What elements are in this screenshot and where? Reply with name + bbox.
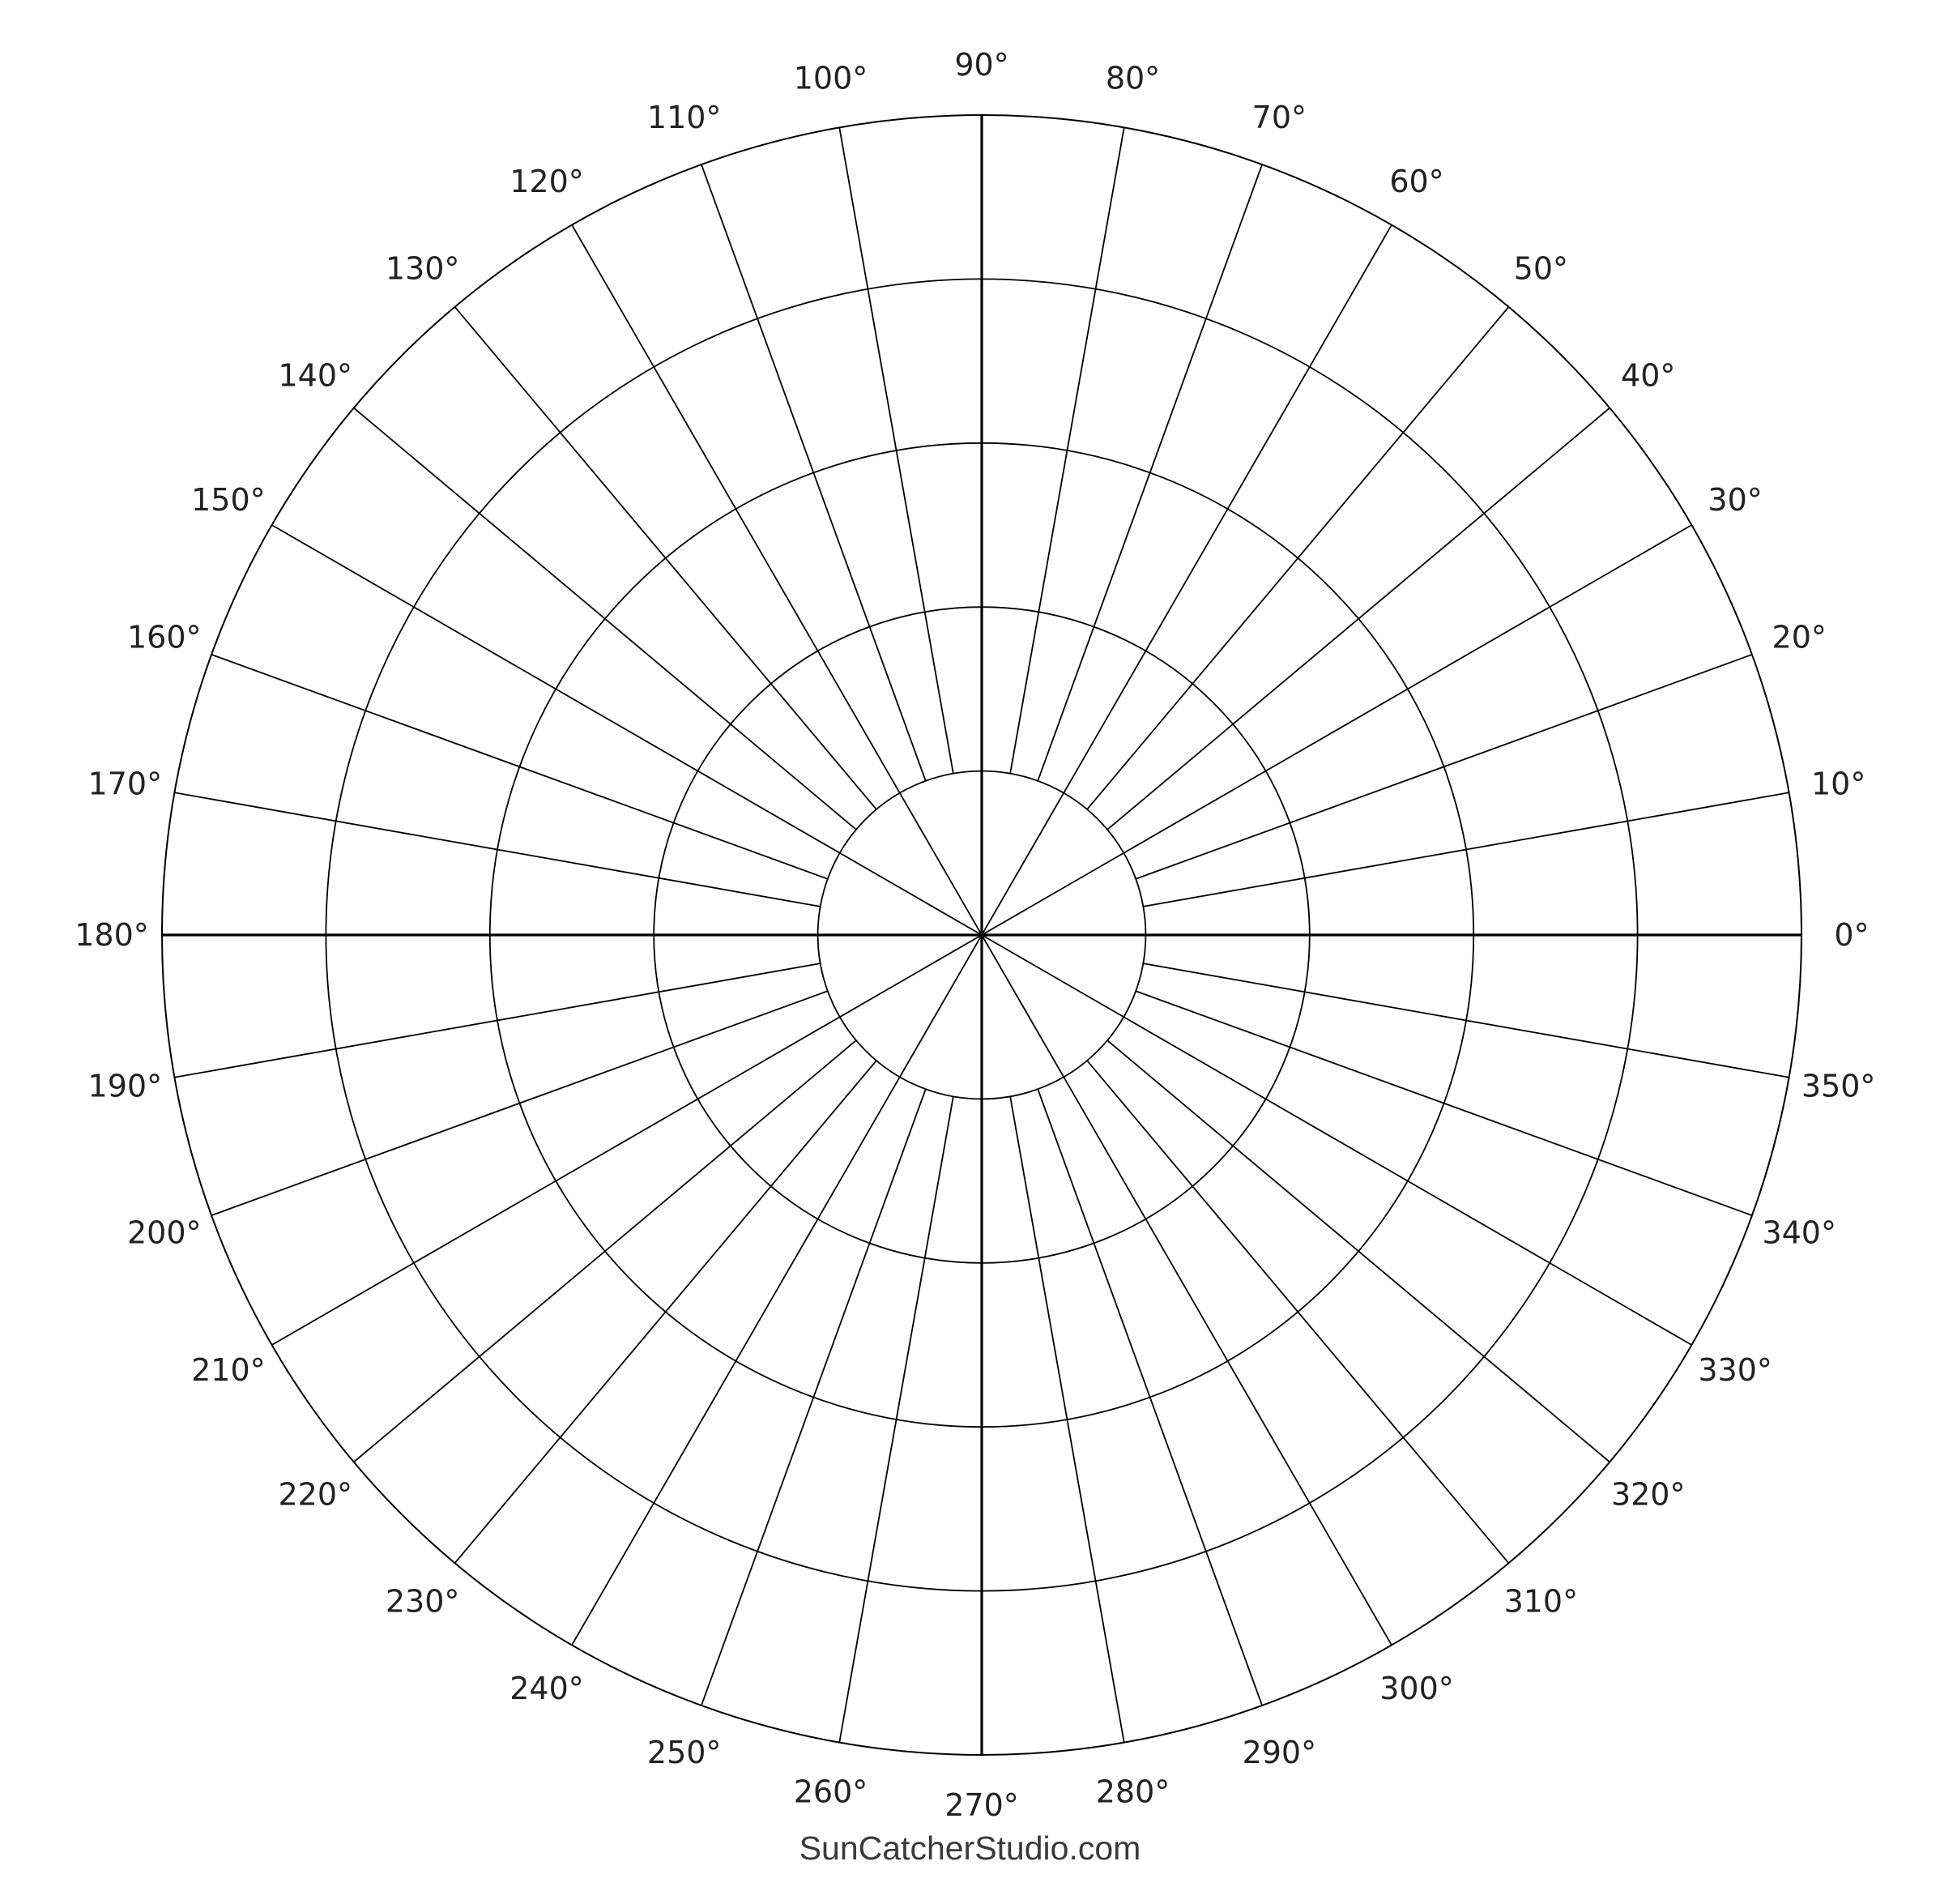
spoke-240 [571, 934, 983, 1646]
angle-label-110: 110° [647, 100, 722, 135]
angle-label-70: 70° [1252, 100, 1307, 135]
spoke-50 [1086, 306, 1510, 810]
angle-label-270: 270° [944, 1787, 1019, 1823]
spoke-10 [1143, 792, 1789, 907]
angle-label-140: 140° [279, 358, 353, 394]
spoke-320 [1106, 1040, 1610, 1463]
angle-label-80: 80° [1106, 60, 1160, 96]
angle-label-230: 230° [386, 1584, 460, 1620]
spoke-210 [271, 934, 983, 1346]
spoke-30 [981, 524, 1692, 936]
spoke-160 [211, 654, 829, 880]
angle-label-160: 160° [127, 620, 202, 655]
spoke-300 [981, 934, 1392, 1646]
angle-label-20: 20° [1772, 620, 1827, 655]
angle-label-340: 340° [1762, 1215, 1836, 1250]
angle-label-220: 220° [279, 1476, 353, 1512]
spoke-340 [1135, 990, 1753, 1216]
angle-label-250: 250° [647, 1735, 722, 1770]
spoke-200 [211, 990, 829, 1216]
angle-label-320: 320° [1611, 1476, 1686, 1512]
spoke-130 [454, 306, 877, 810]
spoke-100 [838, 127, 954, 774]
angle-label-350: 350° [1801, 1069, 1876, 1104]
spoke-140 [353, 407, 857, 830]
radial-spokes [162, 115, 1801, 1755]
angle-labels: 0° 10° 20° 30° 40° 50° 60° 70° 80° 90° 100° 110° 120… [75, 47, 1875, 1823]
angle-label-90: 90° [954, 47, 1008, 83]
angle-label-200: 200° [127, 1215, 202, 1250]
angle-label-290: 290° [1243, 1735, 1317, 1770]
spoke-40 [1106, 407, 1610, 830]
spoke-310 [1086, 1060, 1510, 1564]
angle-label-50: 50° [1514, 250, 1568, 286]
spoke-220 [353, 1040, 857, 1463]
spoke-190 [174, 963, 821, 1078]
angle-label-30: 30° [1708, 482, 1762, 518]
angle-label-0: 0° [1834, 917, 1869, 953]
angle-label-150: 150° [191, 482, 266, 518]
spoke-110 [701, 164, 927, 782]
angle-label-40: 40° [1621, 358, 1675, 394]
spoke-120 [571, 224, 983, 936]
spoke-230 [454, 1060, 877, 1564]
spoke-280 [1009, 1096, 1125, 1743]
spoke-80 [1009, 127, 1125, 774]
spoke-150 [271, 524, 983, 936]
angle-label-130: 130° [386, 250, 460, 286]
angle-label-310: 310° [1504, 1584, 1579, 1620]
spoke-260 [838, 1096, 954, 1743]
angle-label-60: 60° [1389, 164, 1443, 199]
spoke-70 [1037, 164, 1263, 782]
spoke-60 [981, 224, 1392, 936]
spoke-250 [701, 1088, 927, 1706]
angle-label-170: 170° [88, 766, 163, 802]
angle-label-10: 10° [1811, 766, 1865, 802]
angle-label-100: 100° [794, 60, 868, 96]
angle-label-330: 330° [1698, 1352, 1772, 1388]
angle-label-260: 260° [794, 1774, 868, 1810]
angle-label-300: 300° [1379, 1671, 1454, 1706]
angle-label-190: 190° [88, 1069, 163, 1104]
site-watermark: SunCatcherStudio.com [799, 1829, 1141, 1867]
spoke-20 [1135, 654, 1753, 880]
spoke-350 [1143, 963, 1789, 1078]
angle-label-180: 180° [75, 917, 149, 953]
spoke-330 [981, 934, 1692, 1346]
spoke-170 [174, 792, 821, 907]
spoke-290 [1037, 1088, 1263, 1706]
angle-label-280: 280° [1096, 1774, 1170, 1810]
angle-label-120: 120° [510, 164, 584, 199]
angle-label-210: 210° [191, 1352, 266, 1388]
angle-label-240: 240° [510, 1671, 584, 1706]
